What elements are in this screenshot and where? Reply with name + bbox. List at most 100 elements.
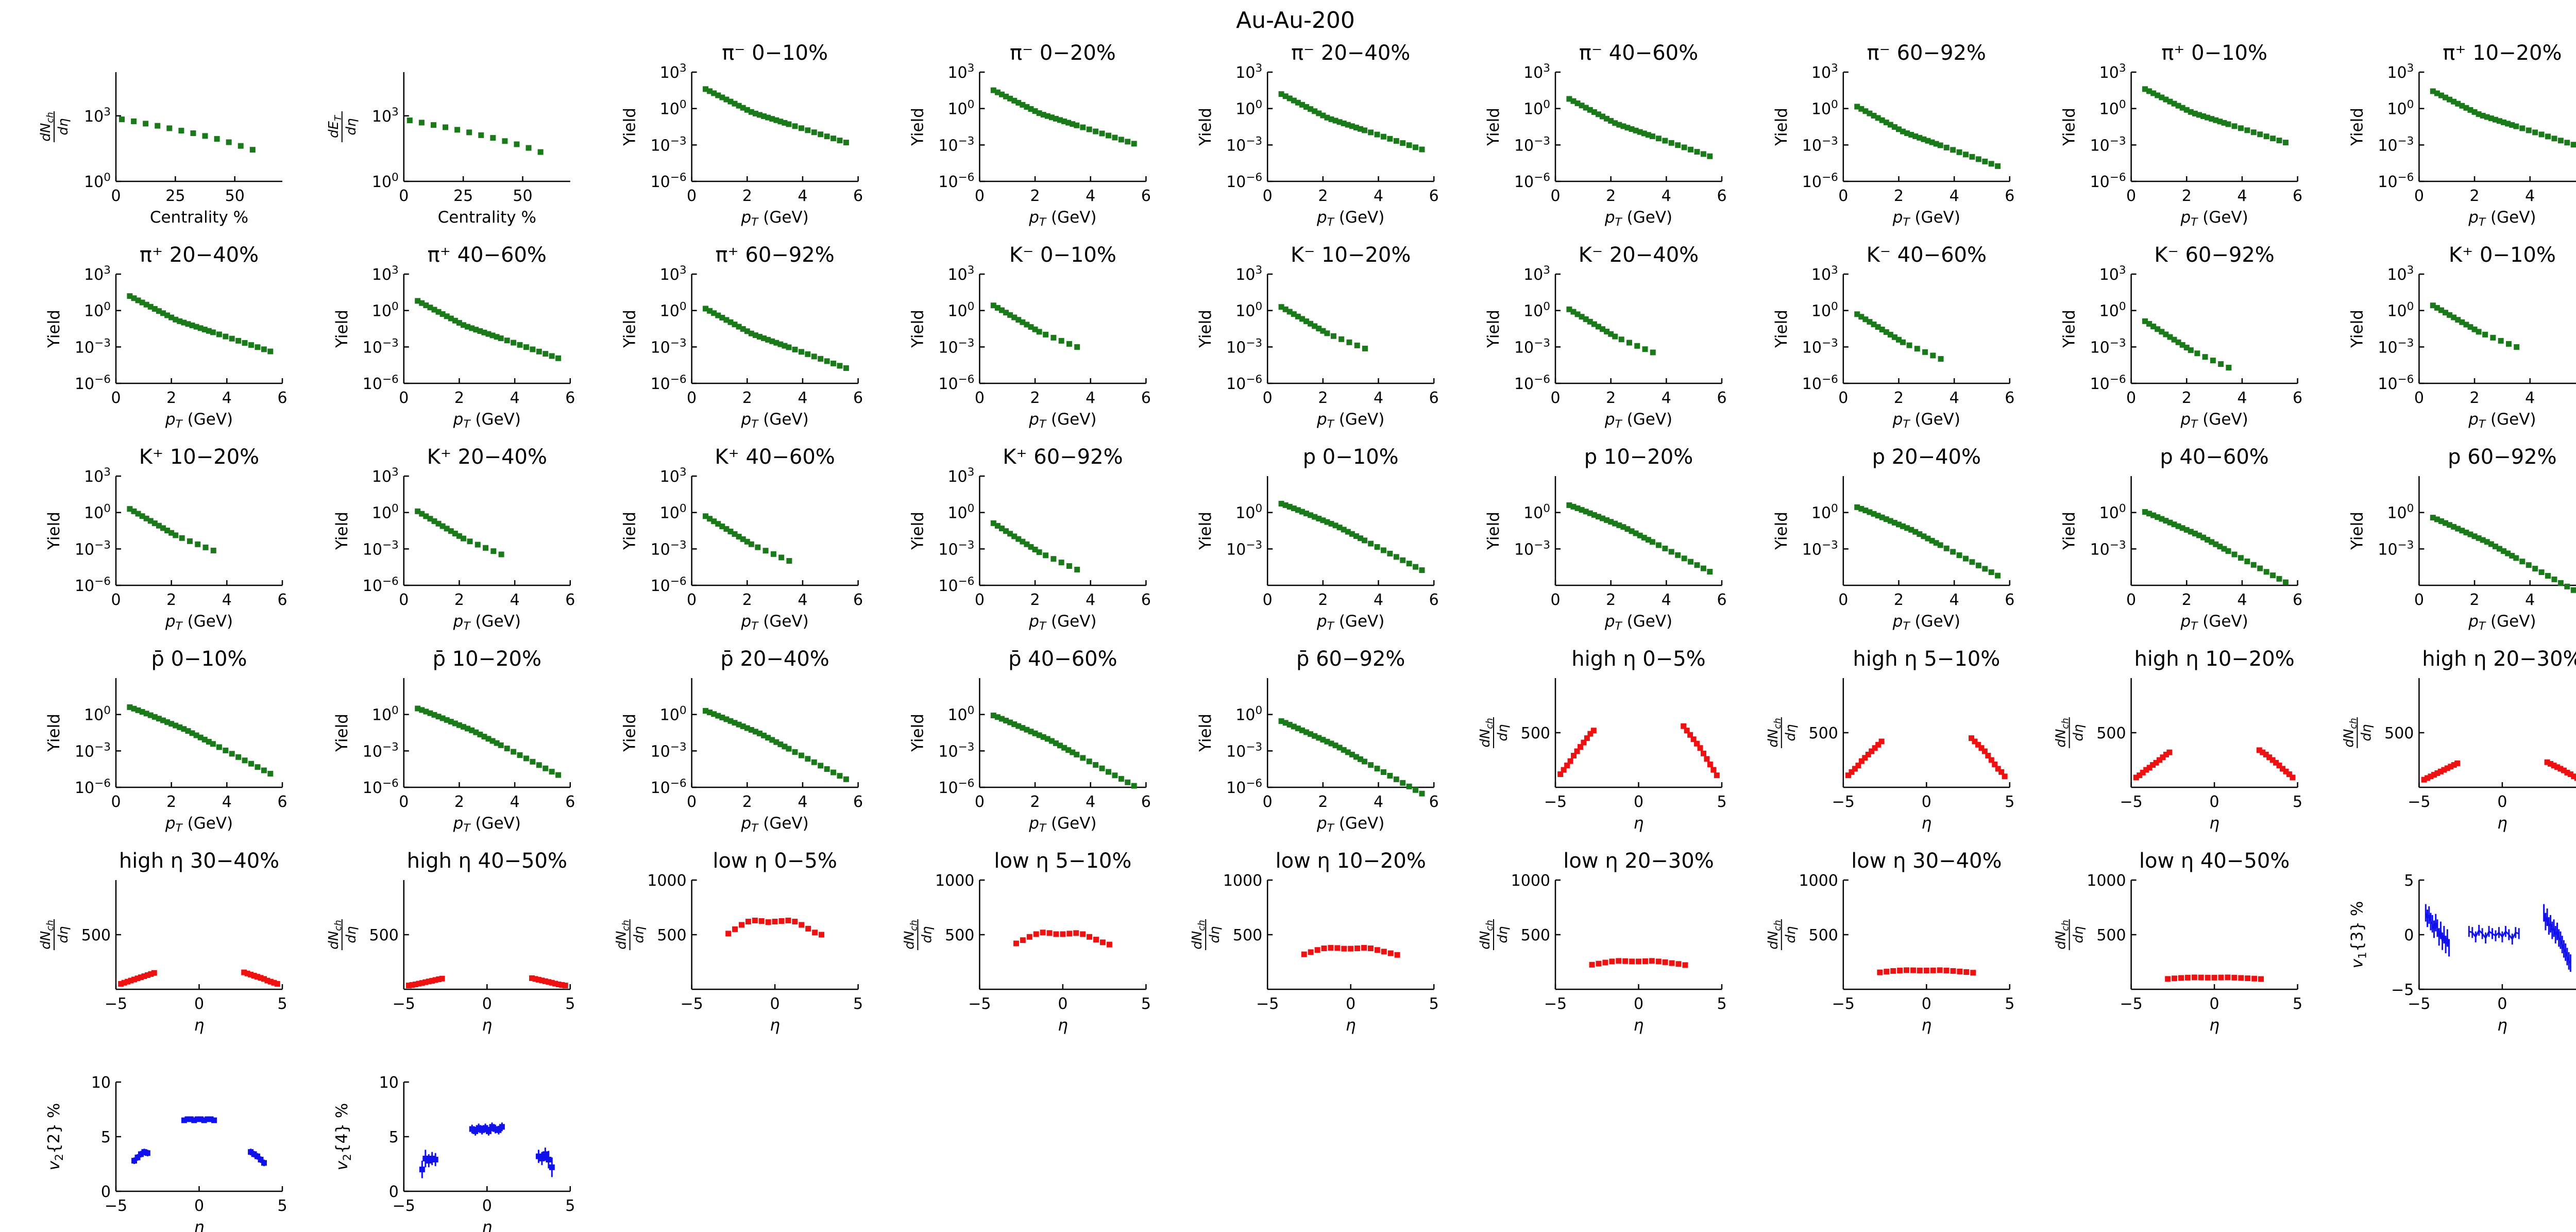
y-tick-label: 100 [2387, 502, 2414, 522]
data-point [426, 1158, 432, 1164]
data-point [1050, 556, 1057, 562]
data-point [454, 127, 461, 133]
data-point [1007, 312, 1013, 318]
x-tick-label: 4 [1662, 389, 1671, 407]
data-point [1112, 772, 1118, 779]
data-point [1900, 128, 1906, 134]
data-point [1387, 136, 1393, 142]
y-axis-label: Yield [2348, 512, 2366, 550]
data-point [2172, 975, 2178, 982]
y-tick-label: 0 [389, 1183, 399, 1201]
data-point [1341, 527, 1347, 533]
data-point [1286, 95, 1293, 102]
data-point [1675, 142, 1681, 148]
data-point [2501, 548, 2507, 554]
x-tick-label: 0 [111, 591, 121, 609]
data-point [181, 1117, 187, 1123]
x-tick-label: 2 [2182, 187, 2192, 205]
x-tick-label: 2 [2182, 591, 2192, 609]
data-point [185, 728, 191, 734]
data-point [2142, 318, 2148, 324]
data-point [990, 520, 996, 526]
data-point [1011, 721, 1018, 728]
data-point [1053, 115, 1059, 122]
x-tick-label: 2 [1318, 793, 1328, 811]
y-axis-label: v2{4} % [333, 1103, 354, 1171]
data-point [477, 328, 483, 334]
data-point [818, 763, 824, 769]
data-point [1566, 96, 1572, 102]
data-point [1040, 930, 1046, 936]
data-point [1028, 106, 1034, 112]
data-point [1286, 503, 1293, 510]
data-point [1567, 758, 1573, 764]
data-point [2150, 512, 2157, 518]
data-point [1361, 944, 1367, 951]
chart-title: K⁺ 20−40% [427, 445, 547, 469]
data-point [1904, 130, 1910, 137]
x-axis-label: pT (GeV) [740, 208, 808, 229]
data-point [1887, 518, 1893, 524]
y-label-denominator: dη [344, 119, 359, 136]
data-point [555, 772, 562, 778]
x-tick-label: 2 [742, 591, 752, 609]
data-point [472, 1128, 479, 1134]
x-tick-label: 0 [2414, 389, 2424, 407]
data-point [1328, 116, 1334, 122]
data-point [1011, 314, 1018, 320]
data-point [1320, 517, 1326, 524]
data-point [435, 520, 442, 527]
data-point [1574, 505, 1581, 511]
data-point [1419, 146, 1425, 153]
data-point [2150, 762, 2156, 768]
data-point [431, 712, 437, 718]
data-point [719, 94, 725, 100]
data-point [1011, 97, 1018, 104]
data-point [703, 86, 709, 92]
data-point [2544, 759, 2550, 765]
data-point [2178, 975, 2184, 981]
x-tick-label: 4 [798, 187, 807, 205]
series-line [2468, 929, 2519, 941]
data-point [1557, 771, 1564, 778]
data-point [2266, 754, 2273, 761]
x-tick-label: 0 [1922, 793, 1931, 811]
data-point [419, 980, 425, 986]
data-point [1962, 151, 1969, 158]
data-point [1957, 968, 1963, 974]
data-point [473, 327, 479, 333]
data-point [1061, 745, 1067, 751]
data-point [1904, 967, 1910, 973]
x-tick-label: 2 [454, 591, 464, 609]
data-point [1406, 561, 1412, 567]
data-point [1570, 309, 1577, 315]
x-tick-label: 0 [2414, 591, 2424, 609]
data-point [496, 1127, 502, 1133]
data-point [2488, 115, 2494, 122]
data-point [1895, 126, 1902, 132]
x-axis-label: pT (GeV) [1028, 410, 1096, 431]
y-label-numerator: dNch [1190, 920, 1207, 949]
x-tick-label: 0 [1922, 995, 1931, 1013]
data-point [546, 1157, 552, 1163]
data-point [2191, 974, 2197, 981]
data-point [1950, 968, 1956, 974]
data-point [773, 340, 779, 346]
x-tick-label: 0 [399, 389, 409, 407]
data-point [535, 1153, 541, 1159]
data-point [2480, 537, 2486, 543]
x-tick-label: 5 [1717, 995, 1726, 1013]
data-point [427, 710, 433, 716]
data-point [1338, 336, 1345, 342]
x-axis-label: pT (GeV) [1892, 612, 1960, 633]
data-point [2269, 757, 2276, 763]
data-point [2155, 514, 2161, 520]
data-point [740, 536, 746, 542]
data-point [2286, 771, 2292, 778]
data-point [831, 769, 837, 775]
x-tick-label: −5 [2408, 793, 2430, 811]
data-point [1642, 958, 1648, 965]
